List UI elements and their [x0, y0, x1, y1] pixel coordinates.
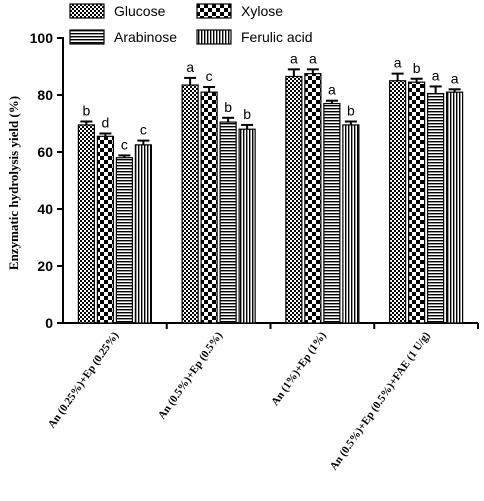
legend-label: Glucose — [114, 3, 166, 19]
legend-label: Arabinose — [114, 29, 177, 45]
x-axis: An (0.25%)+Ep (0.25%) An (0.5%)+Ep (0.5%)… — [46, 322, 479, 473]
bar-ferulic-acid — [446, 91, 464, 324]
bar-ferulic-acid — [134, 144, 152, 324]
legend-swatch-ferulic-acid — [196, 29, 232, 45]
significance-letter: c — [121, 136, 128, 152]
significance-letter: a — [186, 59, 194, 75]
significance-letter: d — [101, 114, 109, 130]
bar-xylose — [96, 135, 114, 324]
significance-letter: b — [413, 60, 421, 76]
y-tick-label: 100 — [30, 30, 54, 46]
x-tick-label: An (0.5%)+Ep (0.5%)+FAE (1 U/g) — [328, 330, 433, 473]
significance-letter: c — [140, 122, 147, 138]
significance-letter: c — [206, 68, 213, 84]
x-tick-label: An (0.25%)+Ep (0.25%) — [46, 330, 122, 431]
y-tick-label: 80 — [37, 87, 53, 103]
significance-letter: a — [309, 50, 317, 66]
significance-letter: b — [347, 103, 355, 119]
legend-label: Ferulic acid — [241, 29, 313, 45]
bar-xylose — [408, 81, 426, 324]
bar-xylose — [200, 91, 218, 324]
significance-letter: a — [432, 67, 440, 83]
legend-swatch-arabinose — [69, 29, 105, 45]
significance-letter: b — [224, 99, 232, 115]
significance-letter: a — [394, 55, 402, 71]
legend-label: Xylose — [241, 3, 283, 19]
y-tick-label: 60 — [37, 144, 53, 160]
significance-letter: a — [328, 82, 336, 98]
bar-arabinose — [219, 121, 237, 324]
y-axis: 0 20 40 60 80 100 — [30, 30, 64, 331]
bar-glucose — [181, 84, 199, 324]
y-tick-label: 40 — [37, 201, 53, 217]
significance-letter: a — [451, 70, 459, 86]
significance-letter: b — [82, 103, 90, 119]
x-tick-label: An (1%)+Ep (1%) — [269, 330, 329, 408]
bar-arabinose — [115, 157, 133, 324]
bar-glucose — [77, 124, 95, 324]
y-axis-label: Enzymatic hydrolysis yield (%) — [6, 96, 21, 270]
y-tick-label: 0 — [45, 315, 53, 331]
bar-ferulic-acid — [342, 124, 360, 324]
x-tick-label: An (0.5%)+Ep (0.5%) — [156, 330, 225, 422]
bar-ferulic-acid — [238, 128, 256, 324]
significance-letter: a — [290, 50, 298, 66]
bar-xylose — [304, 73, 322, 324]
bar-arabinose — [427, 92, 445, 324]
bar-glucose — [389, 80, 407, 324]
legend-swatch-glucose — [69, 3, 105, 19]
significance-letter: b — [243, 106, 251, 122]
legend: Glucose Xylose Arabinose Ferulic acid — [69, 3, 313, 45]
legend-swatch-xylose — [196, 3, 232, 19]
y-tick-label: 20 — [37, 258, 53, 274]
bar-arabinose — [323, 102, 341, 324]
bar-glucose — [285, 75, 303, 324]
